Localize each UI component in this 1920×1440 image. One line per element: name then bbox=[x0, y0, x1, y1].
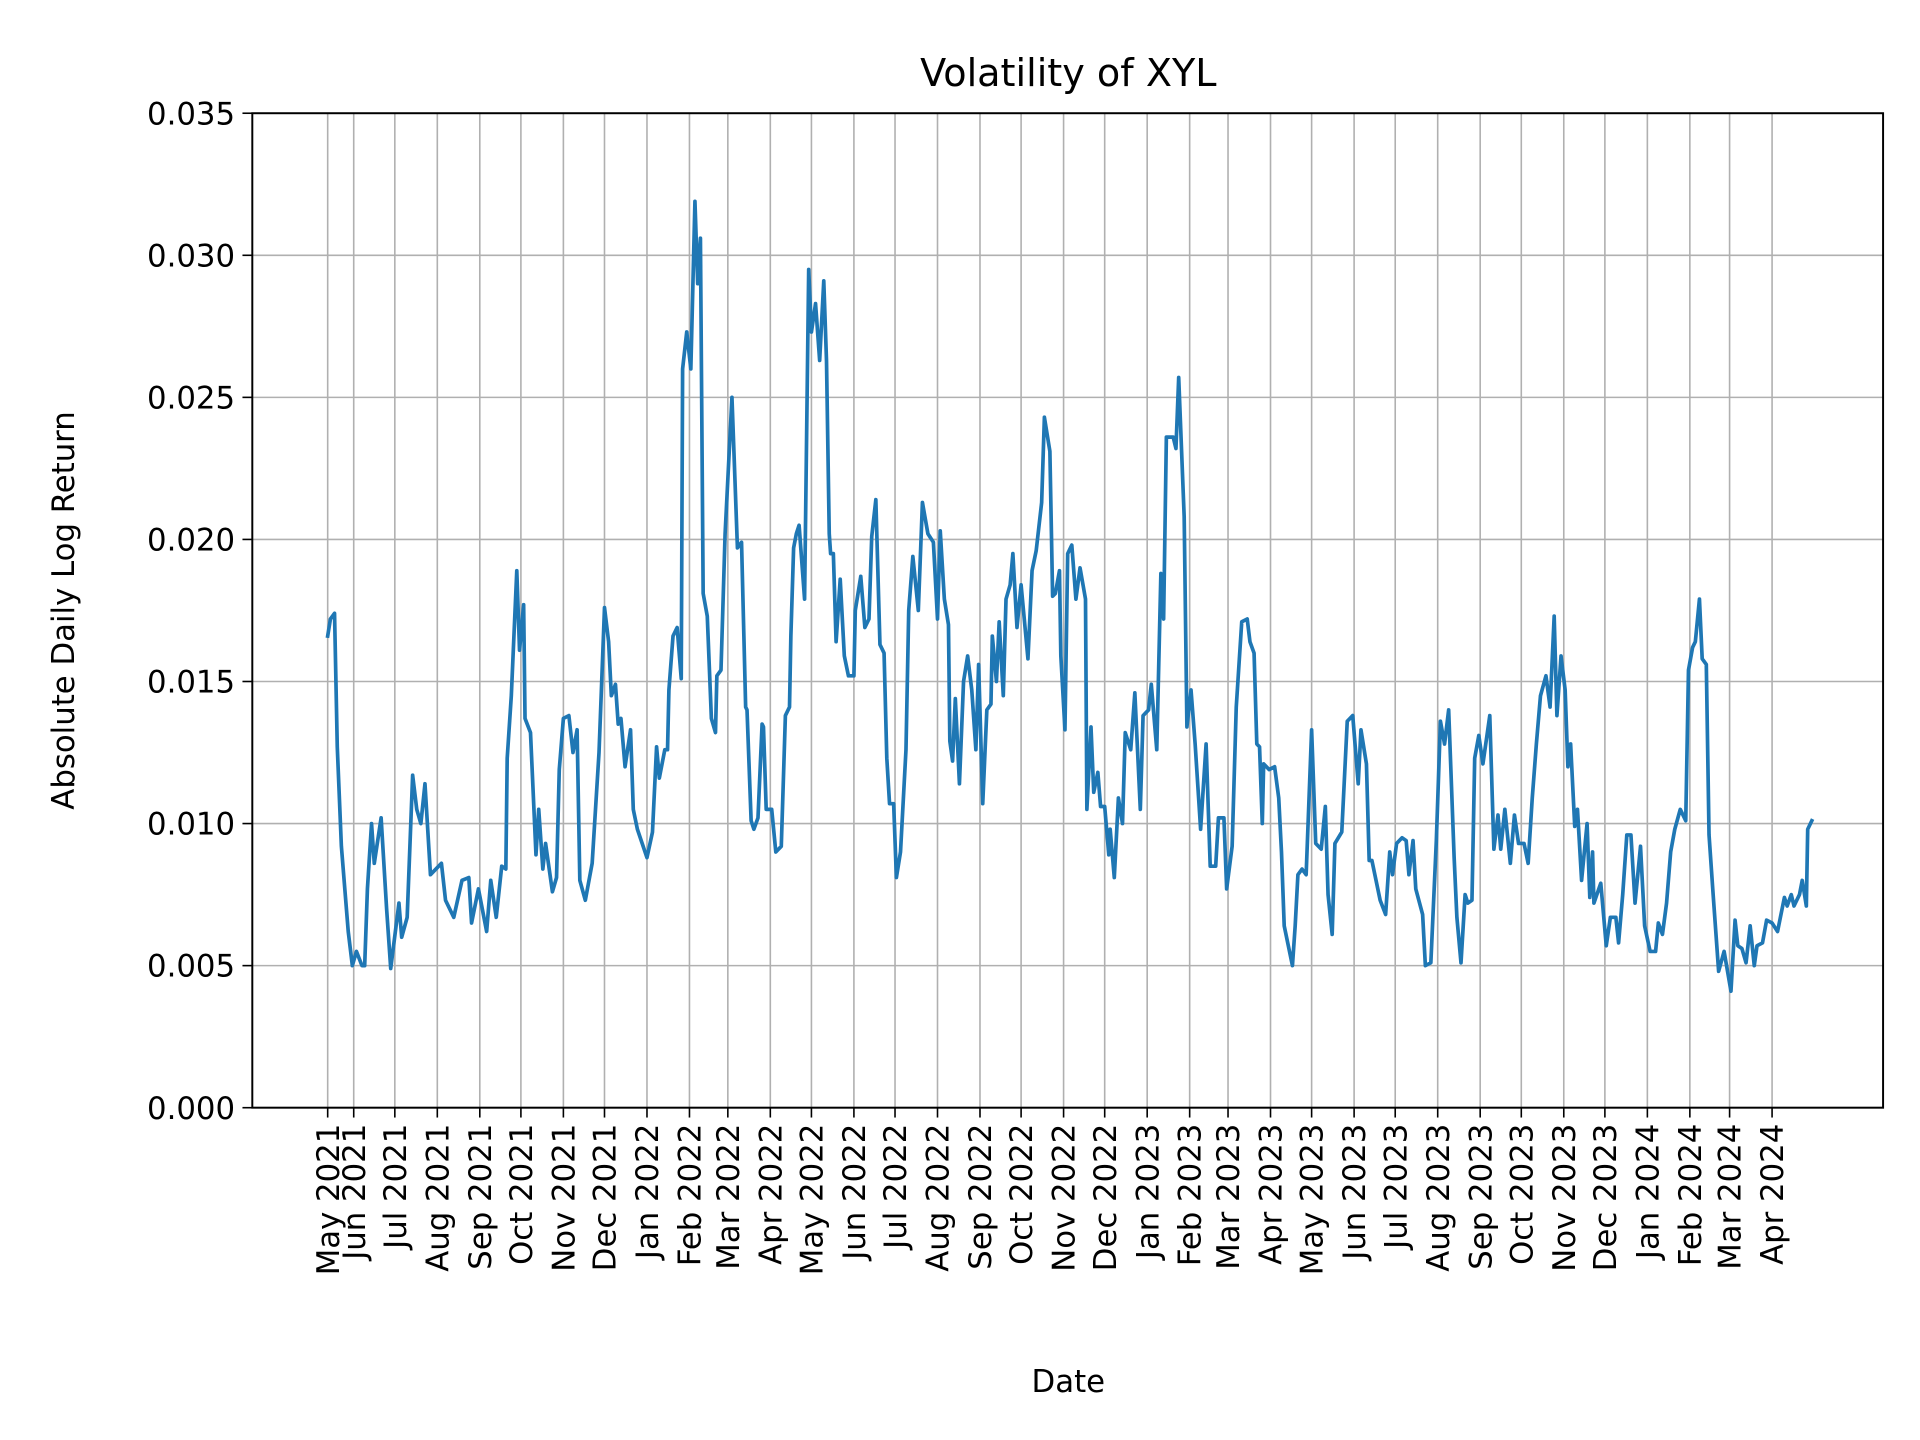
x-tick-label: Mar 2024 bbox=[1713, 1124, 1749, 1270]
x-tick-label: Feb 2024 bbox=[1673, 1124, 1709, 1266]
y-tick-label: 0.005 bbox=[147, 949, 235, 985]
x-tick-label: Aug 2021 bbox=[420, 1124, 456, 1272]
x-tick-label: Jul 2022 bbox=[878, 1124, 914, 1251]
x-tick-label: Aug 2023 bbox=[1421, 1124, 1457, 1272]
x-tick-label: Apr 2022 bbox=[753, 1124, 789, 1265]
x-tick-label: Oct 2022 bbox=[1004, 1124, 1040, 1265]
y-tick-label: 0.030 bbox=[147, 238, 235, 274]
x-tick-label: Oct 2023 bbox=[1504, 1124, 1540, 1265]
x-tick-label: Feb 2022 bbox=[673, 1124, 709, 1266]
y-tick-label: 0.035 bbox=[147, 96, 235, 132]
x-tick-label: Nov 2021 bbox=[546, 1124, 582, 1272]
axis-ticks: 0.000 0.005 0.010 0.015 0.020 0.025 0.030 0.035… bbox=[147, 96, 1791, 1275]
x-axis-label: Date bbox=[1032, 1364, 1106, 1400]
x-tick-label: Jul 2021 bbox=[378, 1124, 414, 1251]
x-tick-label: Nov 2023 bbox=[1547, 1124, 1583, 1272]
x-tick-label: Dec 2023 bbox=[1588, 1124, 1624, 1272]
x-tick-label: Mar 2022 bbox=[711, 1124, 747, 1270]
plot-frame bbox=[251, 112, 1885, 1109]
x-tick-label: Jul 2023 bbox=[1378, 1124, 1414, 1251]
x-tick-label: May 2021 bbox=[311, 1124, 347, 1276]
x-tick-label: Jan 2024 bbox=[1630, 1124, 1666, 1261]
x-tick-label: Nov 2022 bbox=[1047, 1124, 1083, 1272]
chart-title: Volatility of XYL bbox=[920, 51, 1217, 95]
y-tick-label: 0.020 bbox=[147, 523, 235, 559]
y-tick-label: 0.010 bbox=[147, 807, 235, 843]
series-line bbox=[325, 199, 1815, 994]
x-tick-label: Aug 2022 bbox=[921, 1124, 957, 1272]
y-tick-label: 0.025 bbox=[147, 380, 235, 416]
x-tick-label: Sep 2022 bbox=[963, 1124, 999, 1270]
x-tick-label: Oct 2021 bbox=[504, 1124, 540, 1265]
x-tick-label: May 2023 bbox=[1295, 1124, 1331, 1276]
y-axis-label: Absolute Daily Log Return bbox=[46, 411, 82, 810]
x-tick-label: Sep 2023 bbox=[1463, 1124, 1499, 1270]
x-tick-label: Apr 2024 bbox=[1755, 1124, 1791, 1265]
y-tick-label: 0.000 bbox=[147, 1091, 235, 1127]
x-tick-label: Jan 2022 bbox=[630, 1124, 666, 1261]
x-tick-label: Jan 2023 bbox=[1130, 1124, 1166, 1261]
y-tick-label: 0.015 bbox=[147, 665, 235, 701]
x-tick-label: Jun 2022 bbox=[837, 1124, 873, 1262]
x-tick-label: Feb 2023 bbox=[1173, 1124, 1209, 1266]
x-tick-label: Dec 2021 bbox=[588, 1124, 624, 1272]
x-tick-label: Jun 2021 bbox=[337, 1124, 373, 1262]
x-tick-label: May 2022 bbox=[795, 1124, 831, 1276]
x-tick-label: Dec 2022 bbox=[1088, 1124, 1124, 1272]
x-tick-label: Sep 2021 bbox=[463, 1124, 499, 1270]
x-tick-label: Mar 2023 bbox=[1211, 1124, 1247, 1270]
x-tick-label: Jun 2023 bbox=[1337, 1124, 1373, 1262]
x-tick-label: Apr 2023 bbox=[1254, 1124, 1290, 1265]
